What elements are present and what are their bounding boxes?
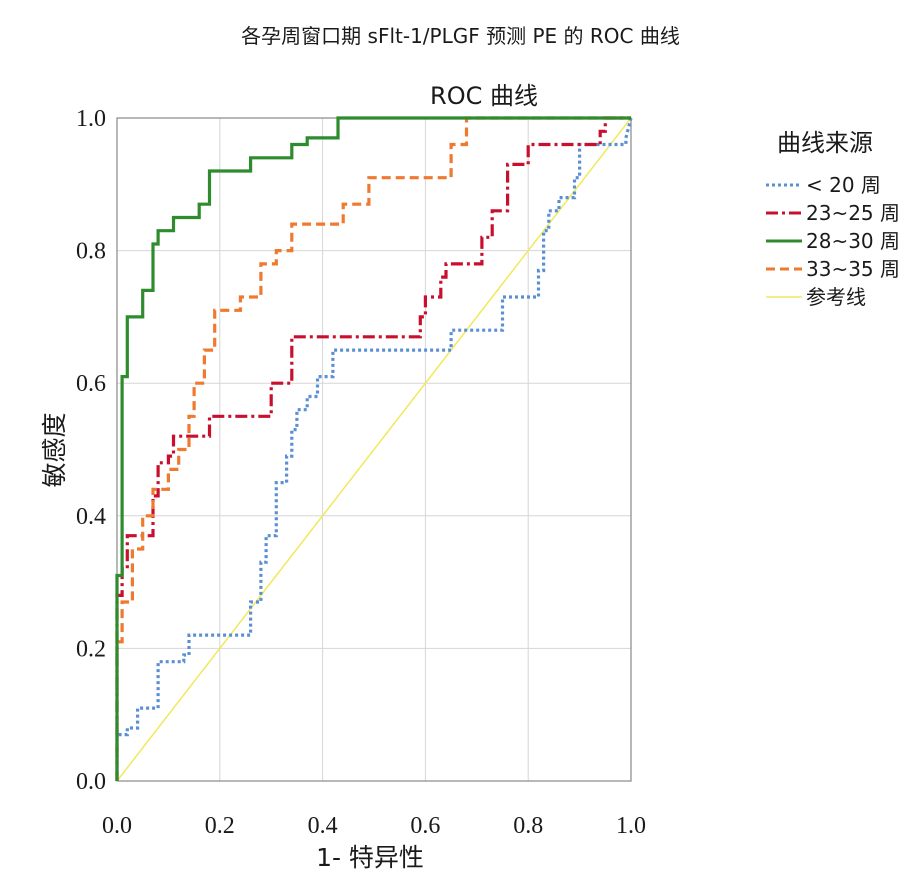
figure-caption: 各孕周窗口期 sFlt-1/PLGF 预测 PE 的 ROC 曲线 (241, 24, 680, 48)
series-layer (115, 116, 633, 782)
x-tick-label-5: 1.0 (616, 813, 646, 839)
y-tick-label-4: 0.8 (76, 239, 106, 265)
y-tick-label-0: 0.0 (76, 769, 106, 795)
legend-label-2: 28~30 周 (806, 229, 900, 253)
tick-labels: 0.0 0.0 0.2 0.2 0.4 0.4 0.6 0.6 0.8 0.8 1.0 1.0 (76, 106, 646, 839)
legend-title: 曲线来源 (777, 129, 873, 157)
legend-label-1: 23~25 周 (806, 201, 900, 225)
x-tick-label-4: 0.8 (513, 813, 543, 839)
y-tick-label-3: 0.6 (76, 371, 106, 397)
x-axis-label: 1- 特异性 (316, 843, 424, 872)
y-axis-label: 敏感度 (40, 412, 69, 487)
y-tick-label-1: 0.2 (76, 636, 106, 662)
y-tick-label-2: 0.4 (76, 504, 106, 530)
chart-title: ROC 曲线 (430, 82, 538, 110)
x-tick-label-2: 0.4 (308, 813, 338, 839)
x-tick-label-0: 0.0 (102, 813, 132, 839)
x-tick-label-3: 0.6 (410, 813, 440, 839)
legend-label-0: < 20 周 (806, 173, 881, 197)
legend-label-3: 33~35 周 (806, 257, 900, 281)
series-line-3 (115, 116, 631, 781)
series-line-1 (115, 116, 631, 781)
x-tick-label-1: 0.2 (205, 813, 235, 839)
y-tick-label-5: 1.0 (76, 106, 106, 132)
series-line-4 (116, 117, 632, 782)
legend-label-4: 参考线 (806, 285, 866, 309)
series-line-2 (115, 116, 631, 781)
series-line-0 (115, 117, 633, 781)
